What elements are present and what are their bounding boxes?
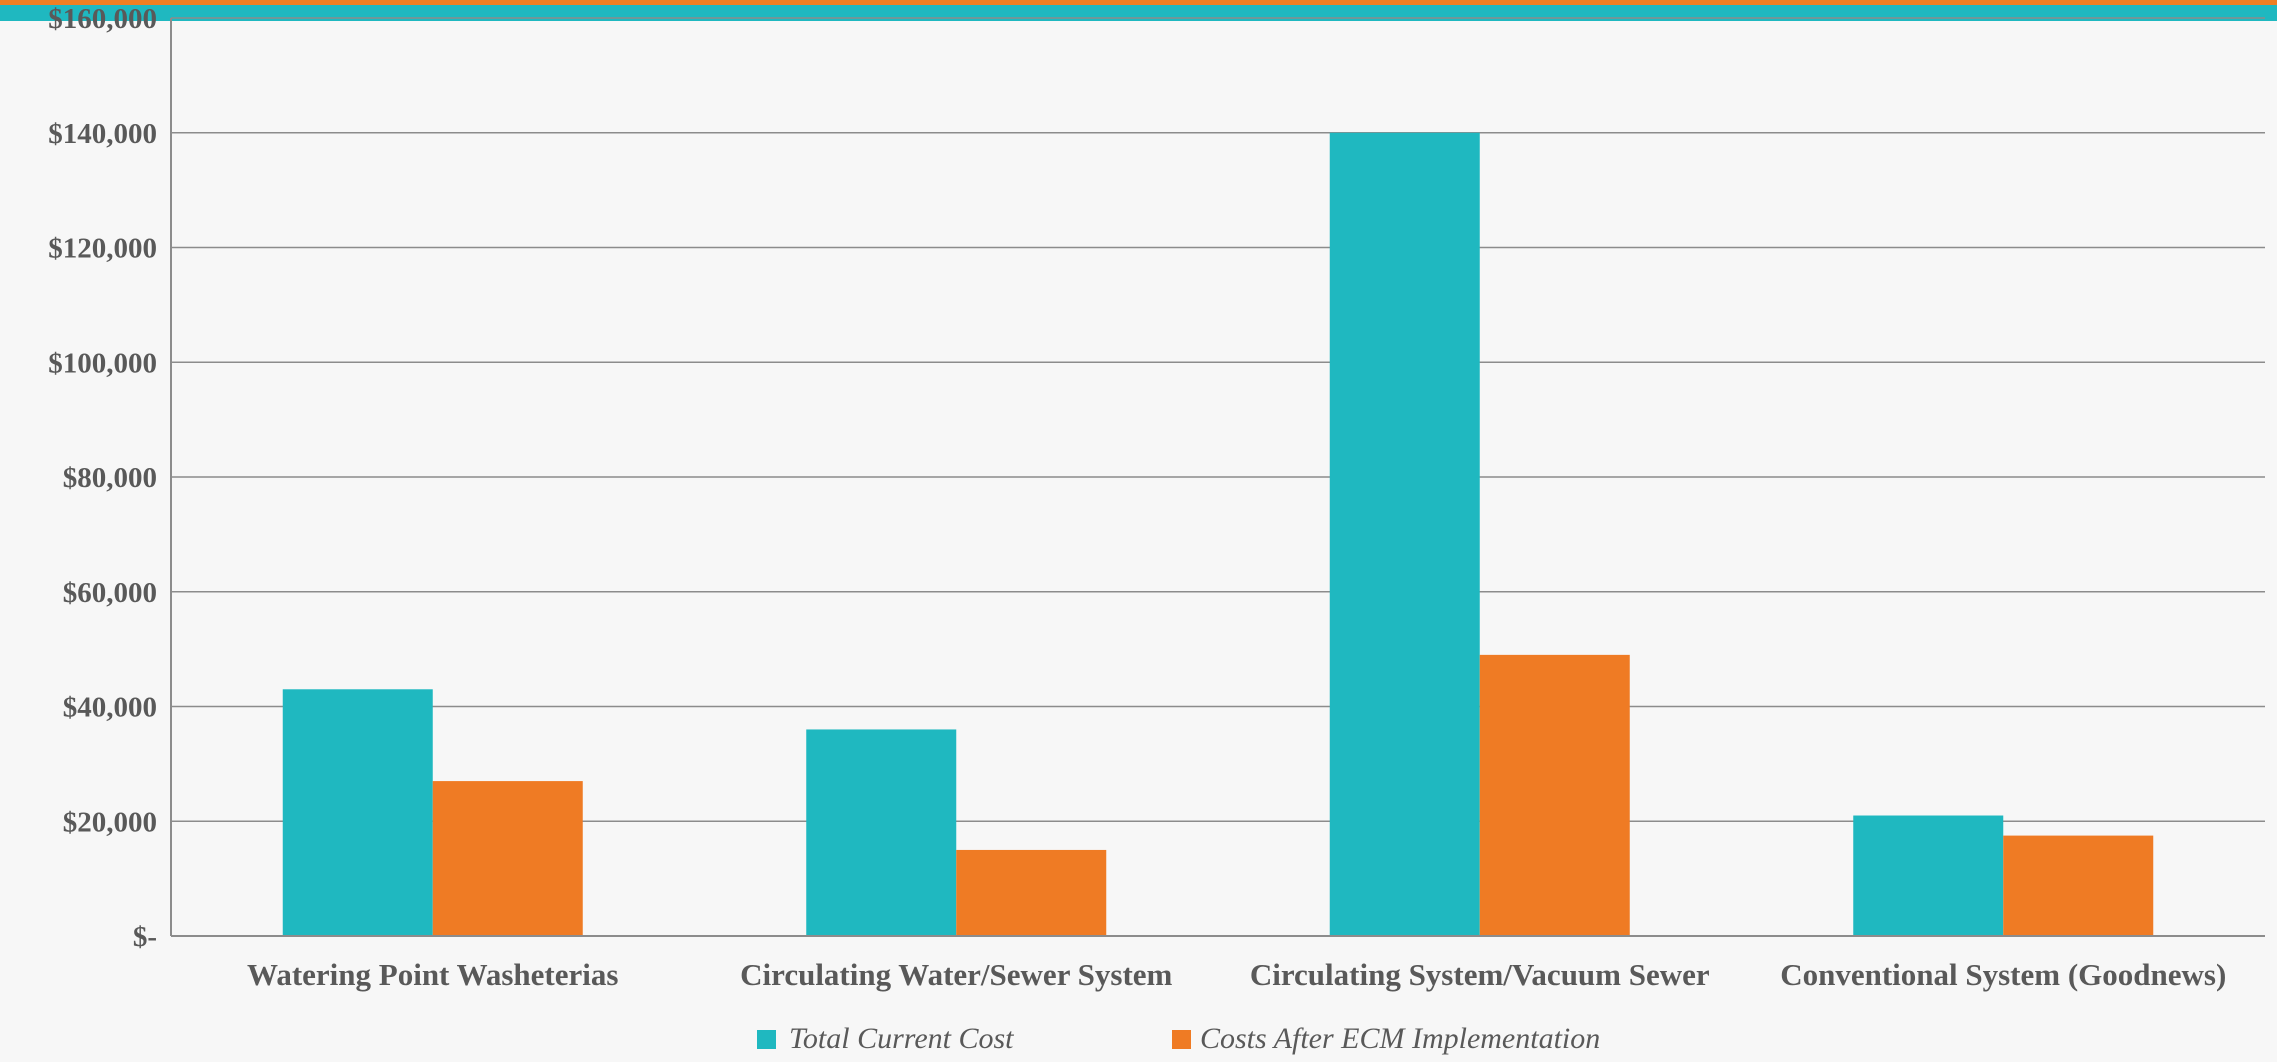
y-tick-label: $60,000	[63, 577, 157, 609]
legend: Total Current Cost Costs After ECM Implem…	[757, 1022, 1600, 1055]
bar-costs-after-ecm-1	[432, 781, 583, 936]
x-category-label: Watering Point Washeterias	[247, 957, 618, 992]
legend-label: Costs After ECM Implementation	[1200, 1022, 1600, 1055]
top-band-orange	[0, 0, 2277, 5]
legend-swatch	[1172, 1030, 1191, 1049]
bar-total-current-cost-3	[1329, 132, 1480, 936]
y-tick-label: $120,000	[48, 233, 157, 265]
y-tick-label: $100,000	[48, 347, 157, 379]
x-category-label: Circulating System/Vacuum Sewer	[1250, 957, 1710, 992]
legend-label: Total Current Cost	[789, 1022, 1014, 1055]
y-tick-label: $40,000	[63, 692, 157, 724]
y-axis-tick-labels: $- $20,000 $40,000 $60,000 $80,000 $100,000 $1…	[48, 3, 157, 953]
legend-swatch	[757, 1030, 776, 1049]
x-axis-category-labels: Watering Point Washeterias Circulating Wa…	[247, 957, 2226, 992]
x-category-label: Circulating Water/Sewer System	[740, 957, 1172, 992]
bar-costs-after-ecm-2	[956, 849, 1107, 936]
y-tick-label: $140,000	[48, 118, 157, 150]
bar-total-current-cost-4	[1853, 815, 2004, 936]
bar-total-current-cost-2	[806, 729, 957, 936]
y-tick-label: $160,000	[48, 3, 157, 35]
top-band-teal	[0, 5, 2277, 21]
bar-costs-after-ecm-3	[1479, 654, 1630, 936]
x-category-label: Conventional System (Goodnews)	[1780, 957, 2226, 992]
axes	[170, 18, 2265, 937]
bar-total-current-cost-1	[282, 689, 433, 936]
bar-costs-after-ecm-4	[2003, 835, 2154, 936]
y-tick-label: $20,000	[63, 806, 157, 838]
bars	[282, 132, 2154, 936]
y-tick-label: $-	[133, 921, 157, 953]
y-tick-label: $80,000	[63, 462, 157, 494]
